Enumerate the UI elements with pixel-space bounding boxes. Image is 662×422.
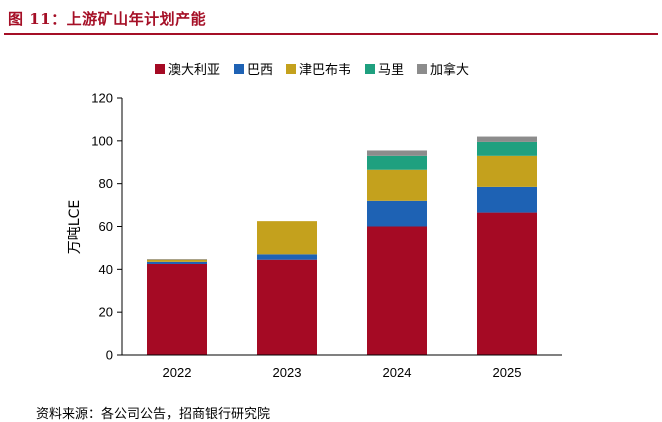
y-axis: 0 20 40 60 80 100 120 [91,91,123,363]
bar-segment [147,263,207,355]
title-rule [4,33,658,35]
stacked-bar-chart: 澳大利亚 巴西 津巴布韦 马里 加拿大 0 20 40 60 80 100 120 2022 2023… [67,62,562,380]
bar-segment [477,136,537,142]
y-axis-title: 万吨LCE [67,200,83,254]
legend: 澳大利亚 巴西 津巴布韦 马里 加拿大 [155,62,469,78]
bar-segment [257,221,317,255]
legend-label: 马里 [378,63,404,78]
legend-swatch [417,64,427,74]
figure-title: 图 11：上游矿山年计划产能 [8,10,207,28]
legend-label: 澳大利亚 [168,62,220,78]
bar-segment [367,226,427,355]
bar-segment [367,155,427,170]
legend-swatch [365,64,375,74]
bar-segment [477,212,537,355]
bar-segment [147,261,207,264]
legend-label: 巴西 [247,63,273,78]
y-tick-label: 100 [91,133,113,148]
legend-label: 津巴布韦 [299,63,351,78]
bar-segment [367,200,427,227]
y-tick-label: 60 [99,219,113,234]
bar-segment [477,155,537,187]
bar-segment [257,259,317,355]
bar-segment [257,254,317,260]
y-tick-label: 120 [91,91,113,106]
y-tick-label: 0 [106,348,113,363]
y-tick-label: 40 [99,262,113,277]
legend-swatch [234,64,244,74]
bar-segment [367,150,427,156]
source-note: 资料来源：各公司公告，招商银行研究院 [36,407,271,422]
legend-label: 加拿大 [430,62,469,78]
bars [147,136,537,355]
x-tick-label: 2024 [383,365,412,380]
x-axis: 2022 2023 2024 2025 [122,354,562,380]
y-tick-label: 20 [99,305,113,320]
bar-segment [477,186,537,213]
x-tick-label: 2022 [163,365,192,380]
bar-segment [367,169,427,201]
bar-segment [477,141,537,156]
bar-segment [147,259,207,260]
bar-segment [147,259,207,262]
x-tick-label: 2025 [493,365,522,380]
x-tick-label: 2023 [273,365,302,380]
legend-swatch [286,64,296,74]
legend-swatch [155,64,165,74]
y-tick-label: 80 [99,176,113,191]
